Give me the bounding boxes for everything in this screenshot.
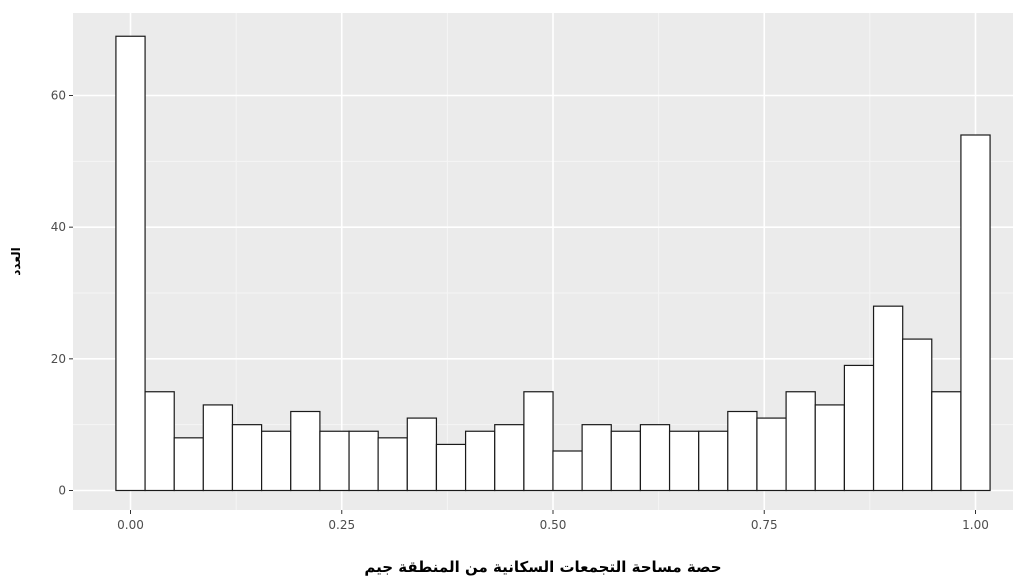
y-tick-label: 20 [51, 352, 66, 366]
x-tick-label: 1.00 [962, 518, 989, 532]
histogram-bar [727, 410, 758, 492]
histogram-bar [464, 430, 496, 492]
histogram-bar [435, 443, 467, 492]
histogram-bar [698, 430, 729, 492]
histogram-bar [843, 364, 875, 492]
histogram-bar [756, 417, 787, 492]
x-tick-label: 0.75 [751, 518, 778, 532]
histogram-bar [377, 437, 408, 492]
histogram-bar [115, 35, 146, 492]
histogram-bar [552, 450, 583, 492]
histogram-bar [668, 430, 700, 492]
x-tick-label: 0.00 [117, 518, 144, 532]
histogram-bar [494, 424, 525, 492]
histogram-bar [144, 391, 175, 492]
histogram-bar [406, 417, 438, 492]
y-tick-label: 0 [58, 484, 66, 498]
y-axis-title: العدد [9, 247, 23, 275]
x-axis-title: حصة مساحة التجمعات السكانية من المنطقة ج… [364, 558, 721, 576]
histogram-bar [902, 338, 933, 492]
y-axis-ticks: 0 20 40 60 [51, 89, 73, 498]
histogram-bar [523, 391, 554, 492]
histogram-bar [290, 410, 321, 492]
histogram-bar [960, 134, 991, 492]
histogram-bar [261, 430, 292, 492]
x-tick-label: 0.25 [328, 518, 355, 532]
histogram-bar [931, 391, 962, 492]
x-axis-ticks: 0.00 0.25 0.50 0.75 1.00 [117, 510, 989, 532]
histogram-bar [610, 430, 642, 492]
histogram-bar [639, 424, 671, 492]
histogram-bar [319, 430, 350, 492]
histogram-bar [348, 430, 379, 492]
y-tick-label: 60 [51, 89, 66, 103]
histogram-bar [173, 437, 204, 492]
histogram-bar [785, 391, 816, 492]
histogram-bar [581, 424, 612, 492]
y-tick-label: 40 [51, 220, 66, 234]
histogram-bar [872, 305, 904, 492]
x-tick-label: 0.50 [540, 518, 567, 532]
histogram-bar [231, 424, 263, 492]
histogram-bars [115, 35, 991, 492]
histogram-bar [814, 404, 845, 492]
histogram-bar [202, 404, 234, 492]
